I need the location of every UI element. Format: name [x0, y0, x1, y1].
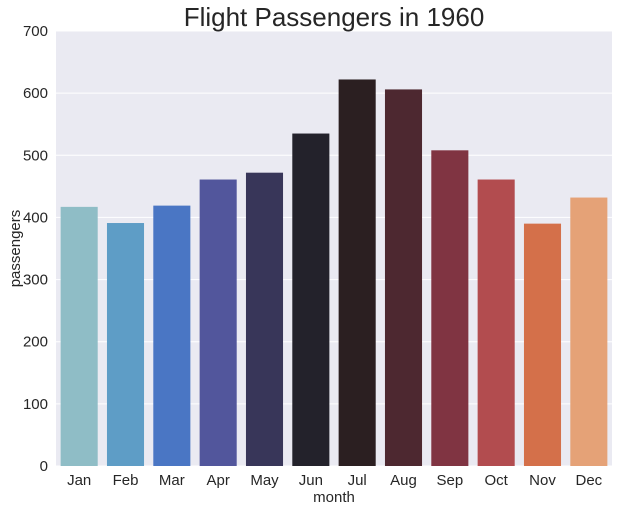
- bar-aug: [384, 89, 423, 467]
- x-tick-label: Jan: [67, 472, 91, 489]
- bar-sep: [431, 150, 469, 467]
- bars: [60, 79, 608, 467]
- bar-oct: [477, 179, 515, 466]
- bar-apr: [199, 179, 237, 466]
- bar-jan: [60, 206, 98, 466]
- y-tick-labels: 0 100 200 300 400 500 600 700: [23, 23, 48, 475]
- y-tick-label: 0: [40, 458, 48, 475]
- plot-area: [56, 31, 612, 466]
- bar-dec: [570, 197, 608, 467]
- bar-may: [245, 172, 284, 466]
- bar-feb: [106, 223, 145, 466]
- y-tick-label: 200: [23, 334, 48, 351]
- x-tick-label: Jun: [299, 472, 323, 489]
- x-tick-label: Jul: [348, 472, 367, 489]
- x-tick-labels: Jan Feb Mar Apr May Jun Jul Aug Sep Oct Nov Dec: [67, 472, 603, 489]
- y-tick-label: 500: [23, 147, 48, 164]
- y-tick-label: 600: [23, 85, 48, 102]
- x-tick-label: Nov: [529, 472, 556, 489]
- y-tick-label: 400: [23, 209, 48, 226]
- bar-nov: [523, 223, 562, 466]
- y-tick-label: 100: [23, 396, 48, 413]
- bar-mar: [153, 205, 191, 466]
- x-tick-label: May: [250, 472, 279, 489]
- y-tick-label: 300: [23, 272, 48, 289]
- y-axis-label: passengers: [7, 210, 24, 288]
- bar-jul: [338, 79, 376, 466]
- y-gridlines: [56, 30, 612, 467]
- bar-jun: [292, 133, 330, 467]
- chart-title: Flight Passengers in 1960: [184, 2, 485, 32]
- x-tick-label: Mar: [159, 472, 185, 489]
- x-tick-label: Sep: [436, 472, 463, 489]
- x-tick-label: Dec: [575, 472, 602, 489]
- x-axis-label: month: [313, 489, 355, 506]
- x-tick-label: Feb: [113, 472, 139, 489]
- y-tick-label: 700: [23, 23, 48, 40]
- x-tick-label: Aug: [390, 472, 417, 489]
- x-tick-label: Oct: [484, 472, 508, 489]
- x-tick-label: Apr: [206, 472, 229, 489]
